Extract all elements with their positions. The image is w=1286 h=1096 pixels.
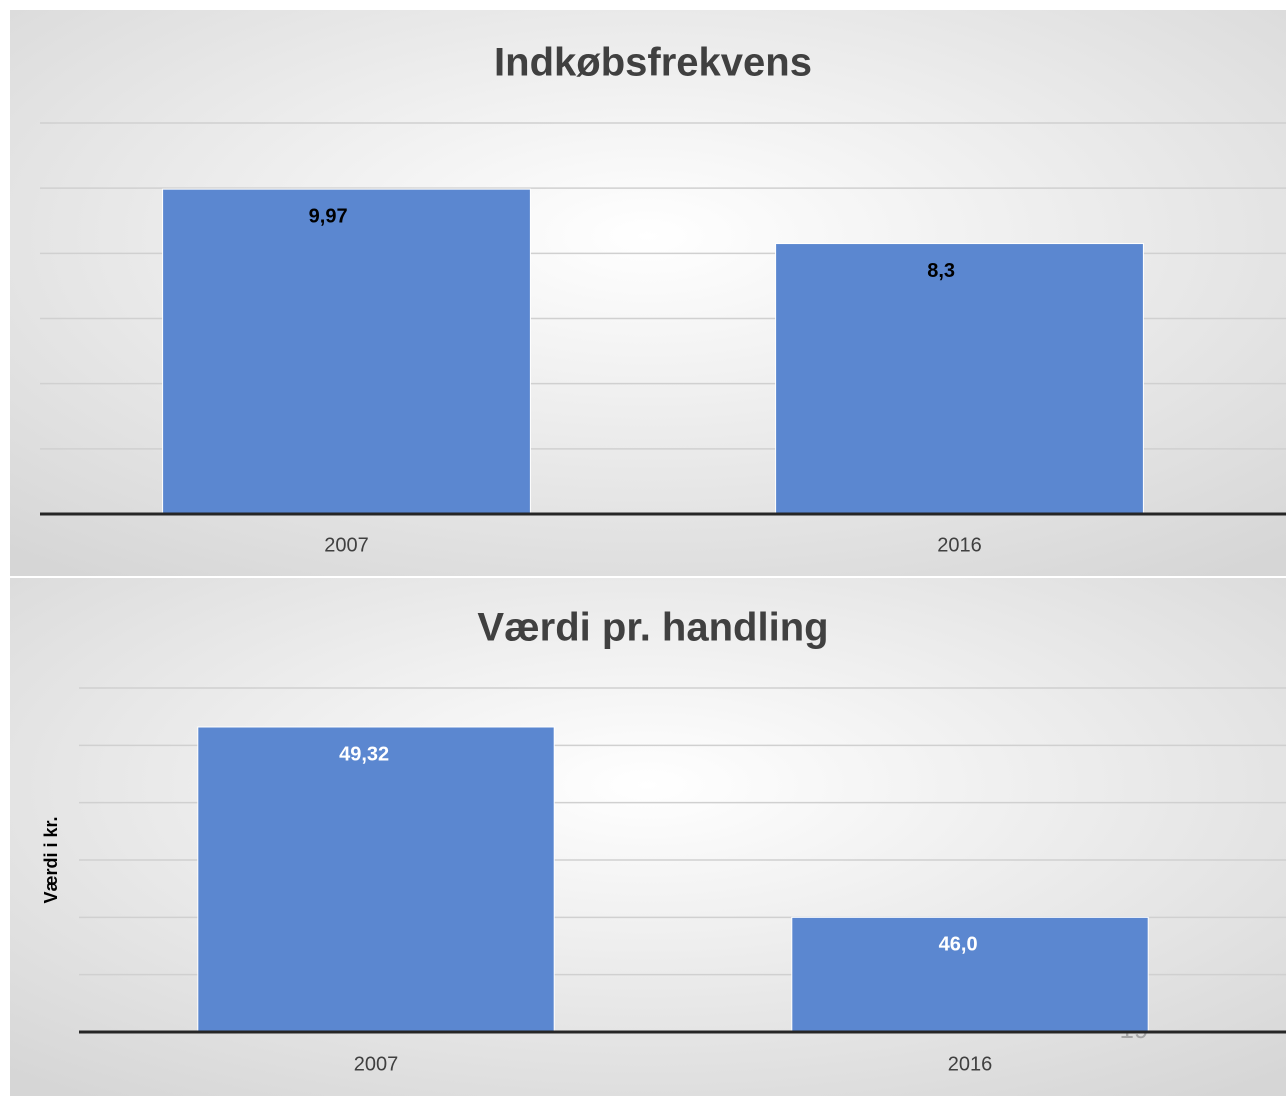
x-tick-label: 2016 (948, 1053, 993, 1075)
chart-title: Indkøbsfrekvens (494, 41, 812, 85)
y-axis-label: Værdi i kr. (41, 816, 61, 903)
data-label: 8,3 (927, 260, 955, 282)
bar (197, 726, 555, 1033)
bar (162, 188, 531, 515)
x-tick-label: 2016 (937, 534, 982, 556)
x-tick-label: 2007 (354, 1053, 399, 1075)
data-label: 49,32 (339, 743, 389, 765)
chart-title: Værdi pr. handling (477, 606, 828, 650)
data-label: 9,97 (309, 205, 348, 227)
data-label: 46,0 (939, 934, 978, 956)
bar (775, 243, 1144, 515)
x-tick-label: 2007 (324, 534, 369, 556)
